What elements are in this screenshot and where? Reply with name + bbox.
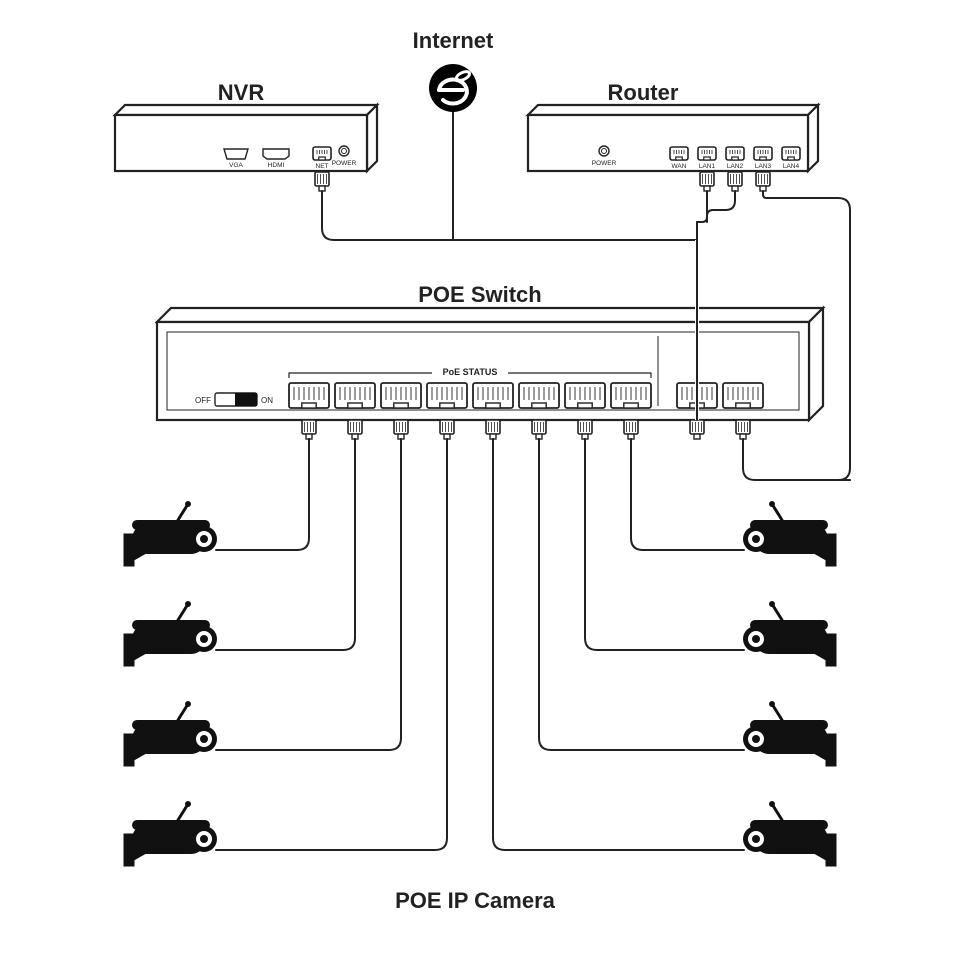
label: POWER: [592, 160, 617, 167]
label-nvr: NVR: [218, 80, 265, 105]
plug-router: [700, 172, 714, 191]
plug-router: [756, 172, 770, 191]
label-hdmi: HDMI: [268, 162, 285, 169]
label-net: NET: [316, 163, 329, 170]
label-poe-camera: POE IP Camera: [395, 888, 556, 913]
label-poe-switch: POE Switch: [418, 282, 541, 307]
label: LAN1: [699, 163, 716, 170]
switch-port: [289, 383, 329, 408]
plug-router: [728, 172, 742, 191]
plug-switch-3: [440, 420, 454, 439]
plug-switch-6: [578, 420, 592, 439]
switch-port: [565, 383, 605, 408]
label-off: OFF: [195, 396, 211, 405]
label-poe-status: PoE STATUS: [443, 367, 498, 377]
label-vga: VGA: [229, 162, 243, 169]
router-port-lan1: [698, 147, 716, 160]
plug-switch-2: [394, 420, 408, 439]
label-router: Router: [608, 80, 679, 105]
router-port-lan2: [726, 147, 744, 160]
label: LAN3: [755, 163, 772, 170]
plug-switch-9: [736, 420, 750, 439]
cable-nvr-horizontal: [322, 191, 697, 240]
plug-switch-5: [532, 420, 546, 439]
plug-switch-1: [348, 420, 362, 439]
nvr-net-port: [313, 147, 331, 160]
switch-port: [381, 383, 421, 408]
switch-port: [335, 383, 375, 408]
label: WAN: [672, 163, 687, 170]
label-on: ON: [261, 396, 273, 405]
plug-switch-4: [486, 420, 500, 439]
switch-port: [427, 383, 467, 408]
plug-switch-8: [690, 420, 704, 439]
switch-port: [519, 383, 559, 408]
cable-router-2: [707, 191, 735, 222]
plug-nvr: [315, 172, 329, 191]
label-internet: Internet: [413, 28, 494, 53]
switch-port: [723, 383, 763, 408]
label: LAN4: [783, 163, 800, 170]
nvr-device: VGA HDMI NETPOWER: [115, 105, 377, 171]
switch-port: [611, 383, 651, 408]
plug-switch-7: [624, 420, 638, 439]
cable-router-1-stub: [697, 191, 707, 222]
label-power: POWER: [332, 160, 357, 167]
router-port-lan4: [782, 147, 800, 160]
plug-switch-0: [302, 420, 316, 439]
label: LAN2: [727, 163, 744, 170]
router-port-wan: [670, 147, 688, 160]
switch-port: [473, 383, 513, 408]
router-device: POWER WAN LAN1 LAN2 LAN3 LAN4: [528, 105, 818, 171]
router-port-lan3: [754, 147, 772, 160]
poe-switch-device: PoE STATUS OFF ON: [157, 308, 823, 420]
internet-icon: [429, 64, 477, 112]
